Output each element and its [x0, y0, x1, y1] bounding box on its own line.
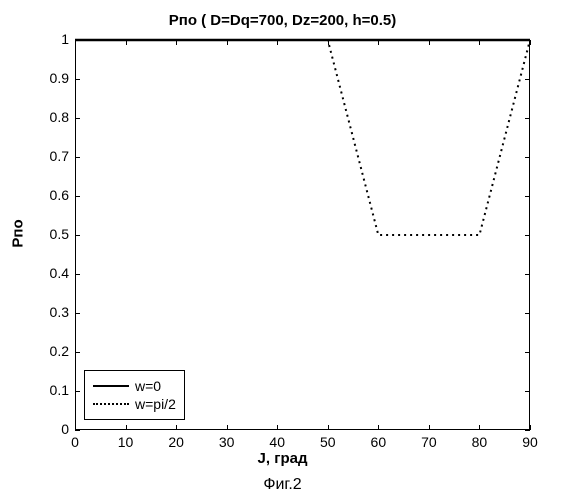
- x-tick-label: 0: [60, 434, 90, 450]
- y-tick-label: 0.5: [35, 226, 69, 242]
- y-tick-label: 0.1: [35, 382, 69, 398]
- legend-line-sample: [93, 385, 129, 387]
- y-tick: [75, 118, 80, 119]
- x-tick: [328, 40, 329, 45]
- x-tick: [277, 425, 278, 430]
- x-tick: [378, 425, 379, 430]
- x-tick: [277, 40, 278, 45]
- y-tick: [525, 118, 530, 119]
- x-tick-label: 90: [515, 434, 545, 450]
- x-tick-label: 40: [262, 434, 292, 450]
- y-tick: [75, 235, 80, 236]
- figure-container: Рпо ( D=Dq=700, Dz=200, h=0.5) Рпо w=0w=…: [0, 0, 565, 500]
- x-tick: [75, 40, 76, 45]
- y-tick-label: 0.4: [35, 265, 69, 281]
- legend-label: w=pi/2: [135, 396, 176, 412]
- y-tick: [75, 196, 80, 197]
- x-tick-label: 70: [414, 434, 444, 450]
- x-tick: [126, 40, 127, 45]
- x-tick-label: 50: [313, 434, 343, 450]
- y-tick: [525, 430, 530, 431]
- x-tick: [75, 425, 76, 430]
- y-tick: [75, 79, 80, 80]
- x-tick: [328, 425, 329, 430]
- y-tick: [75, 274, 80, 275]
- y-tick-label: 0.6: [35, 187, 69, 203]
- x-tick-label: 60: [363, 434, 393, 450]
- x-tick: [429, 425, 430, 430]
- y-tick: [525, 313, 530, 314]
- x-tick: [530, 425, 531, 430]
- series-line: [75, 40, 530, 235]
- x-axis-label: J, град: [0, 450, 565, 467]
- legend-label: w=0: [135, 378, 161, 394]
- legend-box: w=0 w=pi/2: [84, 370, 185, 420]
- y-tick: [525, 352, 530, 353]
- figure-caption: Фиг.2: [0, 476, 565, 494]
- x-tick: [479, 425, 480, 430]
- y-tick: [525, 196, 530, 197]
- x-tick: [176, 40, 177, 45]
- y-tick: [75, 352, 80, 353]
- x-tick: [378, 40, 379, 45]
- legend-item: w=pi/2: [93, 395, 176, 413]
- y-tick-label: 0.7: [35, 148, 69, 164]
- y-tick: [75, 313, 80, 314]
- x-tick: [126, 425, 127, 430]
- y-tick-label: 0.9: [35, 70, 69, 86]
- x-tick-label: 10: [111, 434, 141, 450]
- x-tick-label: 80: [464, 434, 494, 450]
- x-tick: [530, 40, 531, 45]
- y-tick: [525, 235, 530, 236]
- y-tick-label: 0.2: [35, 343, 69, 359]
- x-tick-label: 20: [161, 434, 191, 450]
- legend-item: w=0: [93, 377, 176, 395]
- y-tick: [75, 391, 80, 392]
- x-tick: [429, 40, 430, 45]
- x-tick: [479, 40, 480, 45]
- y-tick: [75, 430, 80, 431]
- x-tick-label: 30: [212, 434, 242, 450]
- y-tick-label: 1: [35, 31, 69, 47]
- y-tick: [525, 391, 530, 392]
- x-tick: [176, 425, 177, 430]
- y-tick: [525, 274, 530, 275]
- y-tick-label: 0.8: [35, 109, 69, 125]
- legend-line-sample: [93, 403, 129, 405]
- y-tick: [525, 157, 530, 158]
- y-tick: [525, 79, 530, 80]
- y-tick: [75, 157, 80, 158]
- x-tick: [227, 40, 228, 45]
- y-tick-label: 0.3: [35, 304, 69, 320]
- x-tick: [227, 425, 228, 430]
